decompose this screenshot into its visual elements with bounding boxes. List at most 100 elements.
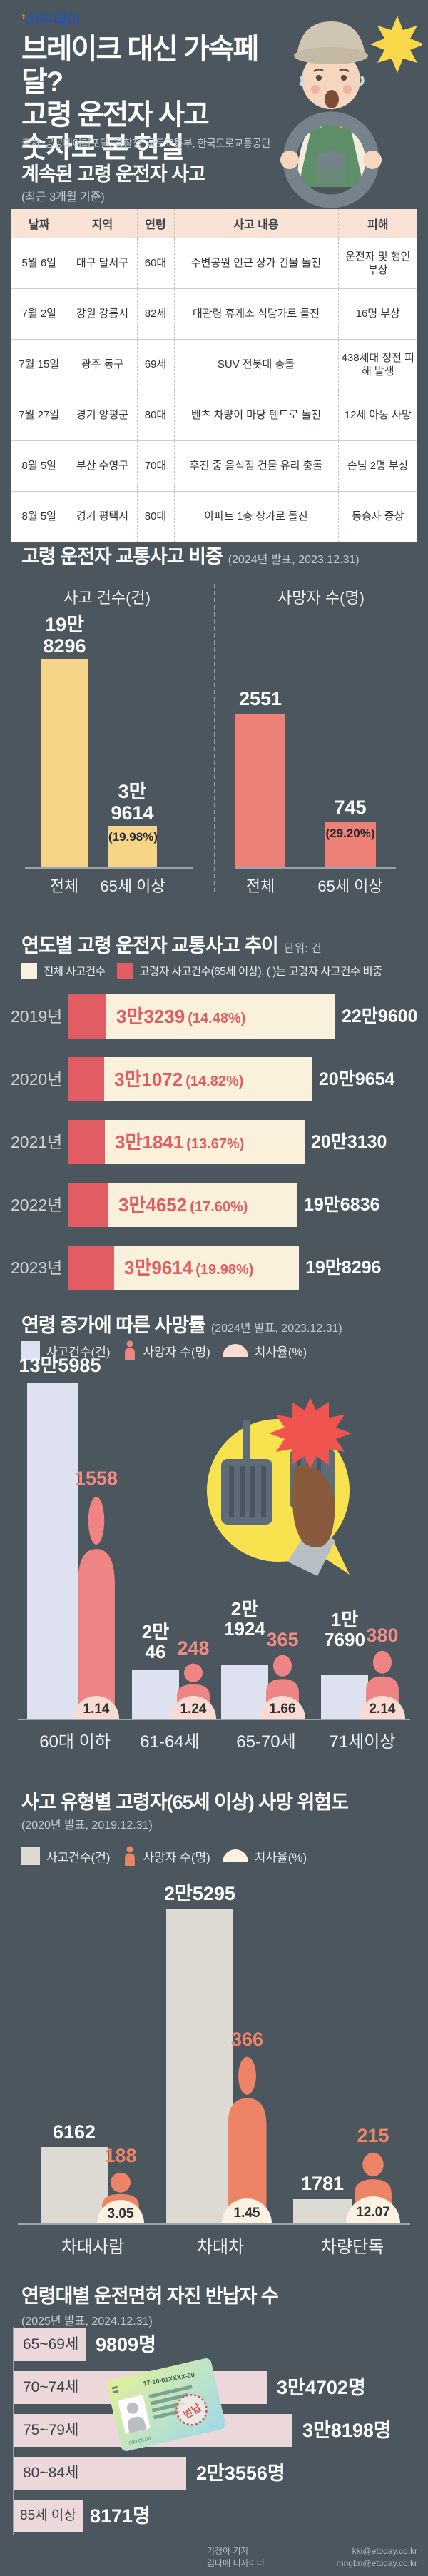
category-label-elderly: 65세 이상 [100, 877, 165, 895]
yearly-unit-text: 단위: 건 [283, 943, 322, 955]
bar-total-2019 [68, 994, 335, 1039]
elderly-count: 3만4652 [118, 1194, 188, 1216]
return-count: 2만3556명 [196, 2463, 285, 2484]
cell-age: 80대 [136, 390, 174, 441]
type-risk-section-subtitle: (2020년 발표, 2019.12.31) [21, 1819, 153, 1832]
total-value-2020: 20만9654 [319, 1069, 395, 1089]
deaths-value: 188 [104, 2145, 137, 2166]
accidents-value: 2만 1924 [224, 1598, 265, 1640]
legend-swatch-total [21, 963, 37, 979]
table-row: 7월 15일 광주 동구 69세 SUV 전봇대 충돌 438세대 정전 피해 … [11, 339, 417, 390]
cell-desc: 아파트 1층 상가로 돌진 [173, 491, 338, 542]
cell-desc: 후진 중 음식점 건물 유리 충돌 [173, 440, 338, 492]
bar-elderly-2022 [68, 1183, 108, 1227]
cell-age: 60대 [136, 238, 174, 289]
cell-desc: SUV 전봇대 충돌 [173, 339, 338, 390]
legend-label-deaths: 사망자 수(명) [143, 1345, 210, 1359]
bar-total-deaths [235, 714, 285, 867]
credit-name: 기정아 기자 [207, 2546, 249, 2556]
bar-total-accidents [41, 659, 88, 867]
deaths-value: 215 [357, 2125, 389, 2146]
cell-damage: 12세 아동 사망 [337, 390, 417, 441]
category-label: 60대 이하 [39, 1732, 111, 1752]
deaths-person-icon [228, 2056, 267, 2223]
share-subtitle-text: (2024년 발표, 2023.12.31) [228, 554, 360, 566]
legend-label-elderly: 고령자 사고건수(65세 이상), ( )는 고령자 사고건수 비중 [139, 966, 382, 978]
table-row: 8월 5일 부산 수영구 70대 후진 중 음식점 건물 유리 충돌 손님 2명… [11, 440, 417, 492]
year-label: 2020년 [11, 1070, 63, 1089]
elderly-value-2023: 3만9614 (19.98%) [124, 1246, 253, 1293]
category-label: 차대사람 [61, 2238, 125, 2257]
share-title-text: 고령 운전자 교통사고 비중 [21, 546, 223, 567]
table-header-row: 날짜 지역 연령 사고 내용 피해 [11, 209, 417, 238]
table-row: 8월 5일 경기 평택시 80대 아파트 1층 상가로 돌진 동승자 중상 [11, 491, 417, 542]
bar-return-85plus: 85세 이상 [14, 2500, 83, 2532]
legend-dome-icon [222, 1849, 248, 1862]
cell-date: 7월 15일 [11, 339, 68, 390]
cell-desc: 수변공원 인근 상가 건물 돌진 [173, 238, 338, 289]
elderly-value-2022: 3만4652 (17.60%) [118, 1183, 248, 1231]
bar-accidents-car-car [166, 1909, 233, 2223]
age-fatality-subtitle-text: (2024년 발표, 2023.12.31) [210, 1323, 342, 1335]
logo-mark-icon: ’ [21, 12, 26, 29]
credits: 기정아 기자 kki@etoday.co.kr 김다애 디자이너 mngbn@e… [207, 2545, 417, 2570]
elderly-count: 3만1841 [115, 1131, 184, 1153]
elderly-driver-illustration [280, 16, 422, 208]
total-value-2019: 22만9600 [342, 1006, 418, 1026]
age-fatality-legend: 사고건수(건) 사망자 수(명) 치사율(%) [21, 1340, 307, 1360]
col-header-date: 날짜 [11, 209, 68, 238]
bar-value-total-deaths: 2551 [238, 688, 282, 709]
credit-email: mngbn@etoday.co.kr [336, 2558, 417, 2568]
legend-swatch-elderly [117, 963, 133, 979]
cell-date: 8월 5일 [11, 440, 68, 492]
bar-value-total-accidents: 19만 8296 [43, 614, 86, 657]
elderly-count: 3만9614 [124, 1257, 193, 1278]
bar-elderly-2021 [68, 1120, 105, 1164]
elderly-pct: (14.82%) [185, 1074, 244, 1089]
deaths-value: 380 [366, 1625, 399, 1646]
col-header-region: 지역 [67, 209, 137, 238]
accidents-value: 1만 7690 [324, 1609, 365, 1650]
age-fatality-title-text: 연령 증가에 따른 사망률 [21, 1315, 206, 1336]
legend-swatch-accidents [21, 1341, 40, 1360]
col-header-age: 연령 [136, 209, 174, 238]
category-label-total: 전체 [245, 877, 275, 895]
return-count: 3만8198명 [302, 2420, 392, 2441]
source-line: 출처: 공공데이터포털, 경찰청, 국토교통부, 한국도로교통공단 [21, 138, 271, 150]
col-header-damage: 피해 [337, 209, 417, 238]
bar-elderly-2020 [68, 1057, 104, 1101]
total-value-2021: 20만3130 [311, 1132, 387, 1152]
cell-region: 경기 양평군 [67, 390, 137, 441]
deaths-panel-label: 사망자 수(명) [277, 589, 365, 607]
category-label: 차량단독 [320, 2238, 384, 2257]
cell-damage: 438세대 정전 피해 발생 [337, 339, 417, 390]
elderly-value-2020: 3만1072 (14.82%) [114, 1057, 243, 1105]
legend-label-rate: 치사율(%) [254, 1850, 307, 1864]
credit-line: 김다애 디자이너 mngbn@etoday.co.kr [207, 2557, 417, 2570]
license-section-title: 연령대별 운전면허 자진 반납자 수 [21, 2285, 279, 2307]
accidents-value: 2만 46 [141, 1621, 170, 1662]
legend-swatch-accidents [21, 1847, 40, 1865]
cell-age: 82세 [136, 288, 174, 340]
deaths-person-icon [78, 1497, 115, 1719]
legend-label-rate: 치사율(%) [254, 1345, 307, 1359]
type-risk-section-title: 사고 유형별 고령자(65세 이상) 사망 위험도 [21, 1792, 349, 1813]
legend-person-icon [124, 1340, 135, 1360]
cell-damage: 운전자 및 행인 부상 [337, 238, 417, 289]
cell-damage: 동승자 중상 [337, 491, 417, 542]
cell-damage: 손님 2명 부상 [337, 440, 417, 492]
crash-star-icon [269, 1398, 352, 1469]
yearly-legend: 전체 사고건수 고령자 사고건수(65세 이상), ( )는 고령자 사고건수 … [21, 963, 382, 979]
deaths-value: 366 [230, 2029, 264, 2050]
elderly-value-2019: 3만3239 (14.48%) [116, 994, 245, 1042]
license-section-subtitle: (2025년 발표, 2024.12.31) [21, 2315, 153, 2328]
type-risk-legend: 사고건수(건) 사망자 수(명) 치사율(%) [21, 1846, 307, 1866]
return-count: 8171명 [90, 2505, 151, 2527]
elderly-count: 3만3239 [116, 1006, 185, 1027]
credit-line: 기정아 기자 kki@etoday.co.kr [207, 2545, 417, 2557]
category-label: 61-64세 [140, 1732, 200, 1752]
logo-text: 이투데이 [25, 12, 81, 29]
bar-return-80-84: 80~84세 [14, 2457, 186, 2490]
legend-dome-icon [222, 1344, 248, 1357]
